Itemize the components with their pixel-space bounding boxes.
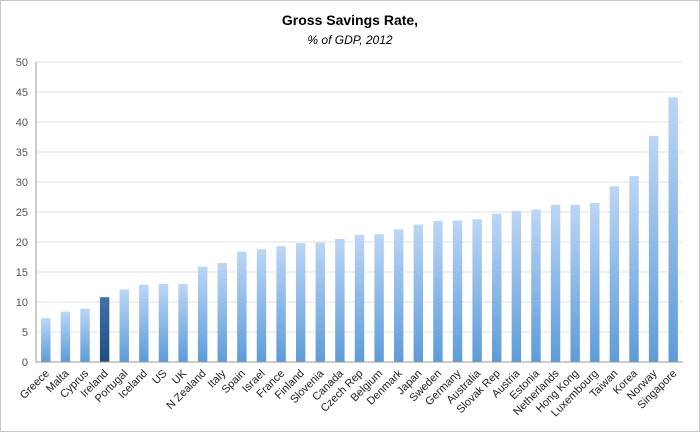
bar-belgium: [374, 234, 384, 362]
chart-title: Gross Savings Rate,: [281, 12, 419, 28]
bar-czech-rep: [354, 234, 365, 362]
bar-netherlands: [550, 204, 561, 362]
bar-australia: [472, 219, 482, 362]
y-tick-label: 30: [16, 177, 28, 189]
bar-portugal: [119, 289, 129, 362]
bar-france: [276, 246, 286, 362]
bar-denmark: [394, 229, 404, 362]
chart-subtitle: % of GDP, 2012: [307, 33, 393, 47]
bar-italy: [217, 263, 227, 362]
bar-malta: [60, 311, 71, 362]
bar-singapore: [668, 97, 678, 363]
bar-canada: [335, 239, 345, 362]
y-tick-label: 0: [22, 357, 28, 369]
bar-spain: [237, 251, 247, 362]
bar-slovak-rep: [492, 213, 502, 362]
x-tick-label: US: [150, 368, 169, 387]
y-tick-label: 25: [16, 207, 28, 219]
bar-israel: [256, 249, 267, 362]
bar-japan: [413, 224, 424, 362]
bar-taiwan: [609, 186, 620, 362]
bar-greece: [41, 318, 51, 362]
bar-korea: [629, 176, 639, 362]
y-tick-label: 40: [16, 117, 28, 129]
y-tick-label: 5: [22, 327, 28, 339]
bar-germany: [452, 220, 463, 362]
bar-austria: [511, 210, 522, 362]
bar-cyprus: [80, 308, 90, 362]
bar-n-zealand: [197, 266, 208, 362]
bar-ireland: [99, 297, 110, 362]
bars: [41, 97, 678, 363]
y-tick-label: 20: [16, 237, 28, 249]
bar-us: [158, 284, 169, 362]
bar-iceland: [139, 284, 149, 362]
y-axis-tick-labels: 0 5 10 15 20 25 30 35 40 45 50: [16, 57, 28, 369]
y-tick-label: 45: [16, 87, 28, 99]
y-tick-label: 35: [16, 147, 28, 159]
y-tick-label: 50: [16, 57, 28, 69]
bar-luxembourg: [590, 203, 600, 362]
bar-hong-kong: [570, 204, 580, 362]
bar-estonia: [531, 209, 541, 362]
y-tick-label: 10: [16, 297, 28, 309]
bar-uk: [178, 284, 188, 362]
bar-slovenia: [315, 242, 325, 362]
axes: [35, 62, 683, 363]
y-tick-label: 15: [16, 267, 28, 279]
bar-sweden: [433, 221, 443, 362]
bar-finland: [295, 243, 306, 362]
bar-norway: [648, 135, 659, 362]
